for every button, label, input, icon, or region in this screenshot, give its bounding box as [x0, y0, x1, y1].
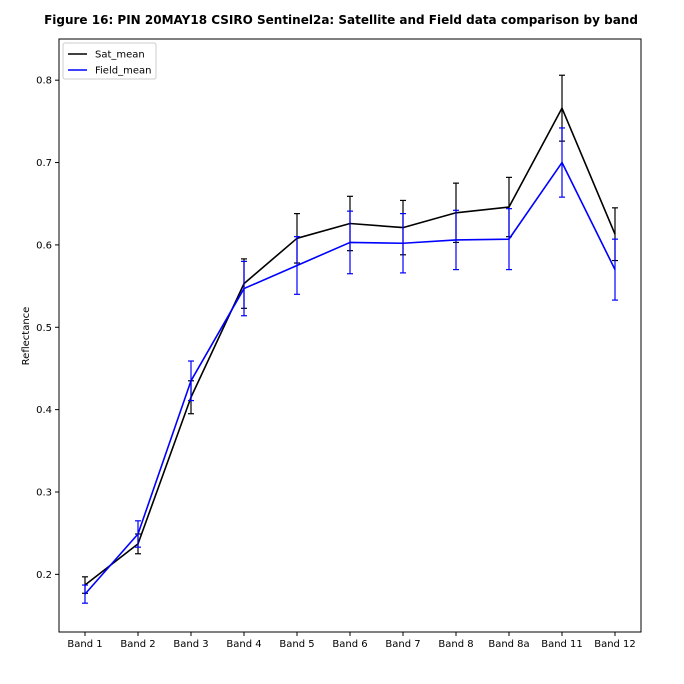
- field-mean-line: [84, 161, 616, 595]
- legend-label-field-mean: Field_mean: [95, 66, 151, 77]
- x-tick-label: Band 7: [385, 639, 420, 650]
- legend-label-sat-mean: Sat_mean: [95, 50, 145, 61]
- y-tick-label: 0.7: [36, 158, 52, 169]
- plot-area: 0.2 0.3 0.4 0.5 0.6 0.7 0.8 Band 1 Band 2 Band 3 B…: [36, 38, 642, 650]
- x-tick-label: Band 12: [594, 639, 636, 650]
- y-tick-label: 0.8: [36, 76, 52, 87]
- x-tick-label: Band 8: [438, 639, 473, 650]
- x-tick-label: Band 6: [332, 639, 367, 650]
- x-tick-label: Band 3: [173, 639, 208, 650]
- y-tick-label: 0.2: [36, 570, 52, 581]
- x-tick-label: Band 8a: [488, 639, 529, 650]
- y-axis-label: Reflectance: [21, 307, 32, 366]
- y-tick-label: 0.5: [36, 323, 52, 334]
- y-tick-label: 0.6: [36, 240, 52, 251]
- plot-frame: [58, 38, 642, 633]
- x-tick-label: Band 2: [120, 639, 155, 650]
- sat-mean-line: [84, 107, 616, 586]
- y-tick-label: 0.3: [36, 487, 52, 498]
- chart-title: Figure 16: PIN 20MAY18 CSIRO Sentinel2a:…: [44, 13, 638, 27]
- x-tick-label: Band 5: [279, 639, 314, 650]
- y-tick-label: 0.4: [36, 405, 52, 416]
- x-tick-label: Band 4: [226, 639, 261, 650]
- x-tick-label: Band 11: [541, 639, 583, 650]
- x-tick-label: Band 1: [67, 639, 102, 650]
